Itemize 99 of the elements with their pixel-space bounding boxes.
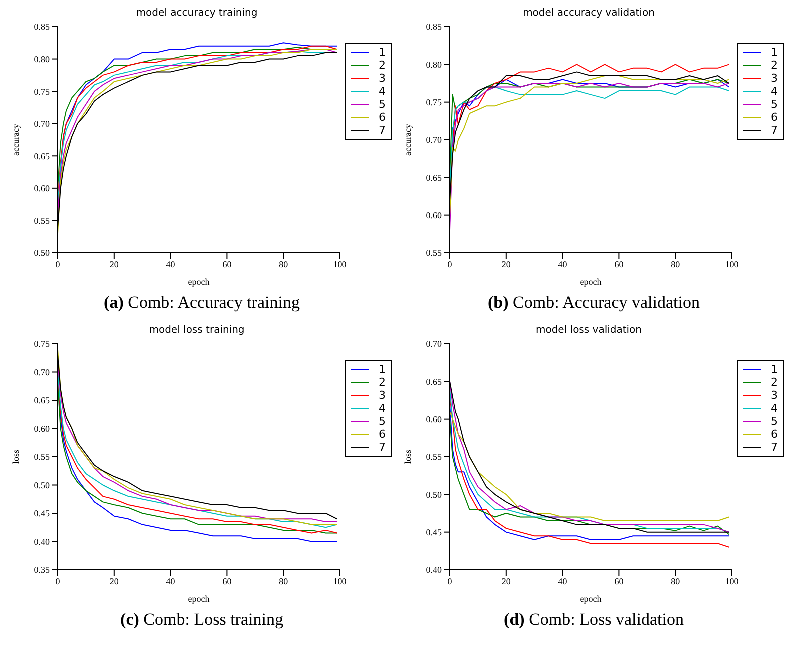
y-tick-label: 0.70	[34, 367, 50, 378]
y-tick-label: 0.65	[34, 396, 50, 406]
legend-label: 4	[379, 85, 386, 98]
legend-label: 7	[771, 124, 778, 137]
y-tick-label: 0.70	[426, 339, 442, 350]
y-axis-title: accuracy	[403, 124, 414, 156]
legend-label: 6	[771, 111, 778, 124]
x-tick-label: 80	[279, 259, 289, 270]
chart-title: model loss training	[148, 325, 246, 338]
chart-title: model accuracy validation	[522, 8, 656, 21]
legend-label: 5	[379, 98, 386, 111]
x-tick-label: 80	[671, 259, 681, 270]
legend-label: 5	[379, 415, 386, 428]
legend-label: 5	[771, 98, 778, 111]
y-tick-label: 0.75	[34, 339, 50, 350]
y-tick-label: 0.55	[426, 248, 442, 258]
text: (b) Comb: Accuracy validation	[487, 293, 701, 314]
y-tick-label: 0.50	[34, 480, 50, 490]
y-tick-label: 0.45	[426, 528, 442, 538]
y-tick-label: 0.50	[34, 248, 50, 258]
x-tick-label: 80	[279, 576, 289, 586]
x-tick-label: 20	[110, 576, 120, 586]
x-tick-label: 60	[614, 259, 624, 270]
y-tick-label: 0.55	[426, 452, 442, 462]
legend-label: 1	[771, 46, 778, 59]
x-axis-title: epoch	[188, 594, 210, 604]
y-axis-title: loss	[403, 450, 414, 464]
x-tick-label: 0	[448, 259, 453, 270]
legend-label: 5	[771, 415, 778, 428]
legend-label: 6	[379, 111, 386, 124]
x-tick-label: 60	[222, 259, 232, 270]
y-axis-title: accuracy	[11, 124, 22, 156]
x-tick-label: 40	[558, 576, 568, 586]
x-tick-label: 40	[558, 259, 568, 270]
legend-label: 2	[379, 376, 386, 389]
text: (a) Comb: Accuracy training	[103, 293, 301, 314]
x-tick-label: 100	[333, 576, 348, 586]
x-tick-label: 100	[333, 259, 348, 270]
y-tick-label: 0.60	[34, 424, 50, 434]
legend-label: 1	[771, 363, 778, 376]
legend-label: 2	[771, 376, 778, 389]
legend-label: 7	[771, 441, 778, 454]
legend-label: 7	[379, 124, 386, 137]
y-tick-label: 0.55	[34, 452, 50, 462]
legend-label: 4	[379, 402, 386, 415]
y-tick-label: 0.45	[34, 508, 50, 519]
y-tick-label: 0.80	[426, 60, 442, 70]
x-axis-title: epoch	[580, 277, 602, 287]
x-tick-label: 80	[671, 576, 681, 586]
x-tick-label: 100	[725, 576, 740, 586]
legend-label: 6	[379, 428, 386, 441]
legend-label: 2	[771, 59, 778, 72]
y-tick-label: 0.50	[426, 490, 442, 500]
y-tick-label: 0.70	[34, 119, 50, 130]
y-tick-label: 0.60	[426, 210, 442, 221]
y-tick-label: 0.55	[34, 216, 50, 226]
y-tick-label: 0.60	[34, 184, 50, 194]
x-tick-label: 20	[502, 576, 512, 586]
y-tick-label: 0.65	[34, 151, 50, 162]
y-tick-label: 0.85	[426, 22, 442, 32]
x-tick-label: 0	[56, 576, 61, 586]
y-tick-label: 0.65	[426, 172, 442, 183]
legend-label: 4	[771, 402, 778, 415]
x-tick-label: 40	[166, 259, 176, 270]
y-tick-label: 0.40	[426, 565, 442, 576]
y-tick-label: 0.40	[34, 536, 50, 547]
text: (c) Comb: Loss training	[120, 610, 284, 631]
x-tick-label: 60	[222, 576, 232, 586]
legend-label: 7	[379, 441, 386, 454]
y-tick-label: 0.35	[34, 565, 50, 576]
legend-label: 1	[379, 363, 386, 376]
legend-label: 3	[379, 389, 386, 402]
text: (d) Comb: Loss validation	[503, 610, 685, 631]
x-tick-label: 100	[725, 259, 740, 270]
legend-label: 4	[771, 85, 778, 98]
legend-label: 3	[379, 72, 386, 85]
y-tick-label: 0.75	[34, 86, 50, 97]
x-tick-label: 0	[448, 576, 453, 586]
y-tick-label: 0.80	[34, 54, 50, 64]
x-tick-label: 0	[56, 259, 61, 270]
x-tick-label: 40	[166, 576, 176, 586]
chart-title: model loss validation	[534, 325, 644, 338]
legend-label: 3	[771, 389, 778, 402]
y-tick-label: 0.60	[426, 414, 442, 425]
x-tick-label: 60	[614, 576, 624, 586]
y-tick-label: 0.65	[426, 376, 442, 387]
legend-label: 6	[771, 428, 778, 441]
y-tick-label: 0.85	[34, 22, 50, 32]
legend-label: 3	[771, 72, 778, 85]
x-axis-title: epoch	[188, 277, 210, 287]
legend-label: 2	[379, 59, 386, 72]
legend-label: 1	[379, 46, 386, 59]
y-axis-title: loss	[11, 450, 22, 464]
y-tick-label: 0.75	[426, 98, 442, 108]
x-tick-label: 20	[502, 259, 512, 270]
x-tick-label: 20	[110, 259, 120, 270]
y-tick-label: 0.70	[426, 135, 442, 146]
chart-title: model accuracy training	[135, 8, 259, 21]
x-axis-title: epoch	[580, 594, 602, 604]
